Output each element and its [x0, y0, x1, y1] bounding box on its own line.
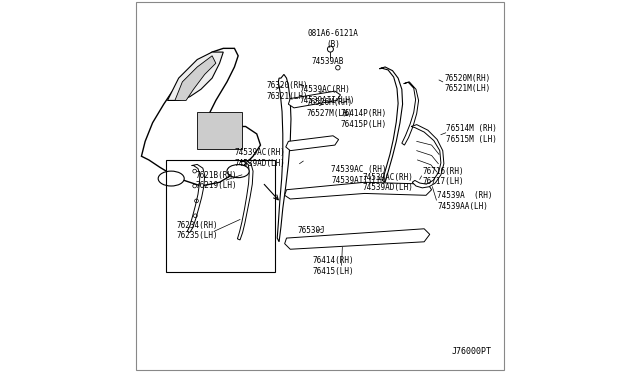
Polygon shape [402, 82, 419, 145]
Text: 76526M(RH)
76527M(LH): 76526M(RH) 76527M(LH) [307, 98, 353, 118]
Text: 76514M (RH)
76515M (LH): 76514M (RH) 76515M (LH) [447, 124, 497, 144]
Ellipse shape [158, 171, 184, 186]
Polygon shape [285, 229, 429, 249]
Polygon shape [286, 136, 339, 151]
Bar [197, 112, 242, 149]
Text: 74539AB: 74539AB [311, 57, 344, 66]
Polygon shape [168, 52, 223, 100]
Polygon shape [237, 160, 253, 240]
Text: 76414(RH)
76415(LH): 76414(RH) 76415(LH) [312, 256, 354, 276]
Text: J76000PT: J76000PT [451, 347, 491, 356]
Text: 76414P(RH)
76415P(LH): 76414P(RH) 76415P(LH) [340, 109, 387, 129]
Text: 74539AC (RH)
74539AII(LH): 74539AC (RH) 74539AII(LH) [331, 165, 387, 185]
Text: 7621B(RH)
76219(LH): 7621B(RH) 76219(LH) [195, 171, 237, 190]
Text: 76530J: 76530J [298, 226, 325, 235]
Text: 74539AC(RH)
74539AD(LH): 74539AC(RH) 74539AD(LH) [363, 173, 413, 192]
Polygon shape [187, 164, 205, 232]
Text: 74539A  (RH)
74539AA(LH): 74539A (RH) 74539AA(LH) [437, 191, 493, 211]
Text: 74539AC(RH)
74539AD(LH): 74539AC(RH) 74539AD(LH) [234, 148, 285, 168]
Polygon shape [380, 67, 403, 182]
Polygon shape [285, 182, 431, 199]
Text: 74539AC(RH)
74539AII(LH): 74539AC(RH) 74539AII(LH) [300, 85, 355, 105]
Text: 76520M(RH)
76521M(LH): 76520M(RH) 76521M(LH) [445, 74, 491, 93]
Text: 76234(RH)
76235(LH): 76234(RH) 76235(LH) [177, 221, 218, 240]
Polygon shape [175, 56, 216, 100]
Ellipse shape [227, 164, 250, 177]
Text: 76320(RH)
76321(LH): 76320(RH) 76321(LH) [266, 81, 308, 101]
Polygon shape [277, 74, 291, 242]
Bar [166, 160, 275, 272]
Text: 081A6-6121A
(B): 081A6-6121A (B) [308, 29, 358, 49]
Text: 76716(RH)
76717(LH): 76716(RH) 76717(LH) [422, 167, 464, 186]
Polygon shape [289, 91, 340, 108]
Polygon shape [141, 48, 260, 186]
Polygon shape [411, 125, 444, 188]
